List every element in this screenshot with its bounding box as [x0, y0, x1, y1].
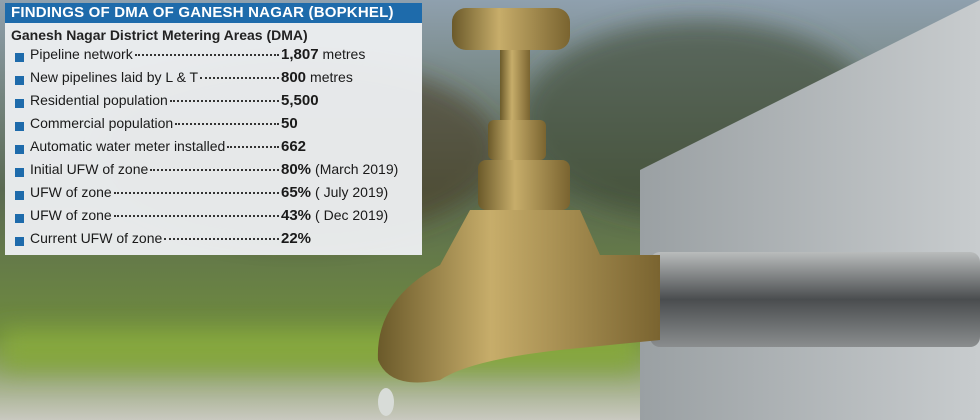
leader-dots	[169, 100, 279, 102]
finding-row: UFW of zone 43%( Dec 2019)	[15, 207, 414, 230]
leader-dots	[200, 77, 279, 79]
finding-row: UFW of zone 65%( July 2019)	[15, 184, 414, 207]
row-label: Automatic water meter installed	[30, 138, 226, 154]
bullet	[15, 237, 24, 246]
row-note: metres	[310, 69, 353, 85]
row-label: Pipeline network	[30, 46, 133, 62]
leader-dots	[134, 54, 279, 56]
row-label: Current UFW of zone	[30, 230, 163, 246]
row-note: ( Dec 2019)	[315, 207, 389, 223]
leader-dots	[113, 192, 279, 194]
row-value: 80%	[281, 161, 312, 178]
row-note: metres	[322, 46, 366, 62]
bullet	[15, 122, 24, 131]
finding-row: Commercial population 50	[15, 115, 414, 138]
findings-list: Pipeline network 1,807 metres New pipelines…	[5, 46, 422, 253]
leader-dots	[175, 123, 279, 125]
panel-subtitle: Ganesh Nagar District Metering Areas (DM…	[11, 27, 308, 43]
row-note: ( July 2019)	[315, 184, 389, 200]
row-value: 800	[281, 69, 307, 86]
row-value: 5,500	[281, 92, 319, 109]
row-label: Commercial population	[30, 115, 174, 131]
bullet	[15, 214, 24, 223]
bullet	[15, 76, 24, 85]
row-note: (March 2019)	[315, 161, 399, 177]
row-value: 50	[281, 115, 298, 132]
row-label: New pipelines laid by L & T	[30, 69, 199, 85]
finding-row: Pipeline network 1,807 metres	[15, 46, 414, 69]
row-label: UFW of zone	[30, 207, 112, 223]
info-panel: FINDINGS OF DMA OF GANESH NAGAR (BOPKHEL…	[5, 3, 422, 255]
bullet	[15, 99, 24, 108]
finding-row: Initial UFW of zone 80% (March 2019)	[15, 161, 414, 184]
panel-title: FINDINGS OF DMA OF GANESH NAGAR (BOPKHEL…	[5, 3, 422, 23]
leader-dots	[164, 238, 279, 240]
finding-row: New pipelines laid by L & T 800 metres	[15, 69, 414, 92]
leader-dots	[227, 146, 279, 148]
row-label: Initial UFW of zone	[30, 161, 149, 177]
finding-row: Current UFW of zone 22%	[15, 230, 414, 253]
row-value: 662	[281, 138, 307, 155]
bullet	[15, 145, 24, 154]
bullet	[15, 53, 24, 62]
row-value: 65%	[281, 184, 312, 201]
leader-dots	[113, 215, 279, 217]
row-value: 1,807	[281, 46, 319, 63]
bullet	[15, 168, 24, 177]
row-value: 43%	[281, 207, 312, 224]
bullet	[15, 191, 24, 200]
row-label: Residential population	[30, 92, 168, 108]
finding-row: Residential population 5,500	[15, 92, 414, 115]
leader-dots	[150, 169, 279, 171]
finding-row: Automatic water meter installed 662	[15, 138, 414, 161]
row-value: 22%	[281, 230, 312, 247]
row-label: UFW of zone	[30, 184, 112, 200]
